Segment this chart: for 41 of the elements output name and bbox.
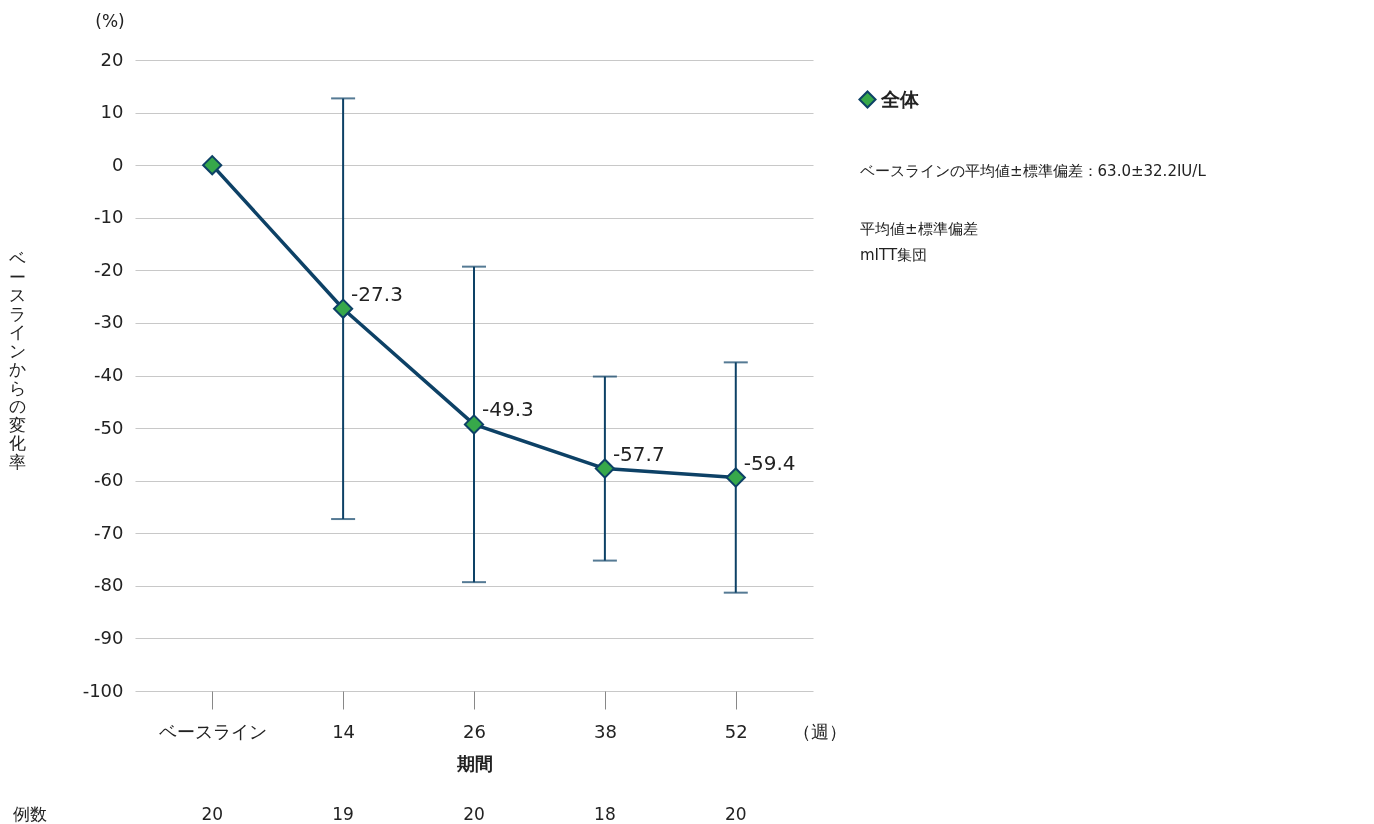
- point: [725, 467, 746, 488]
- y-tick-label: -10: [94, 206, 124, 228]
- y-tick-label: 10: [100, 101, 124, 123]
- y-tick-label: -30: [94, 311, 124, 333]
- y-tick-label: -20: [94, 258, 124, 280]
- y-tick-label: -70: [94, 521, 124, 543]
- y-tick-label: -90: [94, 626, 124, 648]
- x-axis-title: 期間: [455, 752, 493, 774]
- text: 平均値±標準偏差: [860, 220, 978, 238]
- point: [333, 298, 354, 319]
- text: 19: [332, 804, 354, 824]
- data-label: -57.7: [612, 441, 665, 466]
- y-tick-label: -60: [94, 469, 124, 491]
- text: 20: [201, 804, 224, 824]
- text: ベースラインの平均値±標準偏差：63.0±32.2IU/L: [860, 162, 1207, 180]
- y-tick-label: 0: [112, 153, 124, 175]
- text: 20: [463, 804, 485, 824]
- data-label: -27.3: [351, 281, 403, 306]
- point: [594, 458, 615, 479]
- point: [202, 155, 223, 176]
- text: ベースラインからの変化率: [9, 248, 26, 472]
- x-tick-label: ベースライン: [158, 720, 267, 742]
- text: 例数: [13, 804, 47, 824]
- data-label: -59.4: [743, 450, 796, 475]
- text: 18: [594, 804, 616, 824]
- text: (%): [95, 11, 125, 31]
- x-tick-label: 38: [593, 720, 617, 742]
- x-tick-label: 26: [463, 720, 486, 742]
- data-label: -49.3: [482, 397, 534, 422]
- text: 20: [724, 804, 747, 824]
- y-tick-label: 20: [100, 48, 124, 70]
- point: [463, 414, 485, 435]
- y-tick-label: -40: [94, 364, 124, 385]
- text: mITT集団: [860, 246, 928, 264]
- text: （週）: [793, 721, 847, 742]
- y-tick-label: -50: [94, 416, 124, 438]
- x-tick-label: 14: [332, 720, 356, 742]
- x-tick-label: 52: [724, 720, 748, 742]
- y-tick-label: -100: [82, 679, 124, 701]
- y-tick-label: -80: [94, 574, 124, 596]
- legend-label: 全体: [880, 87, 920, 110]
